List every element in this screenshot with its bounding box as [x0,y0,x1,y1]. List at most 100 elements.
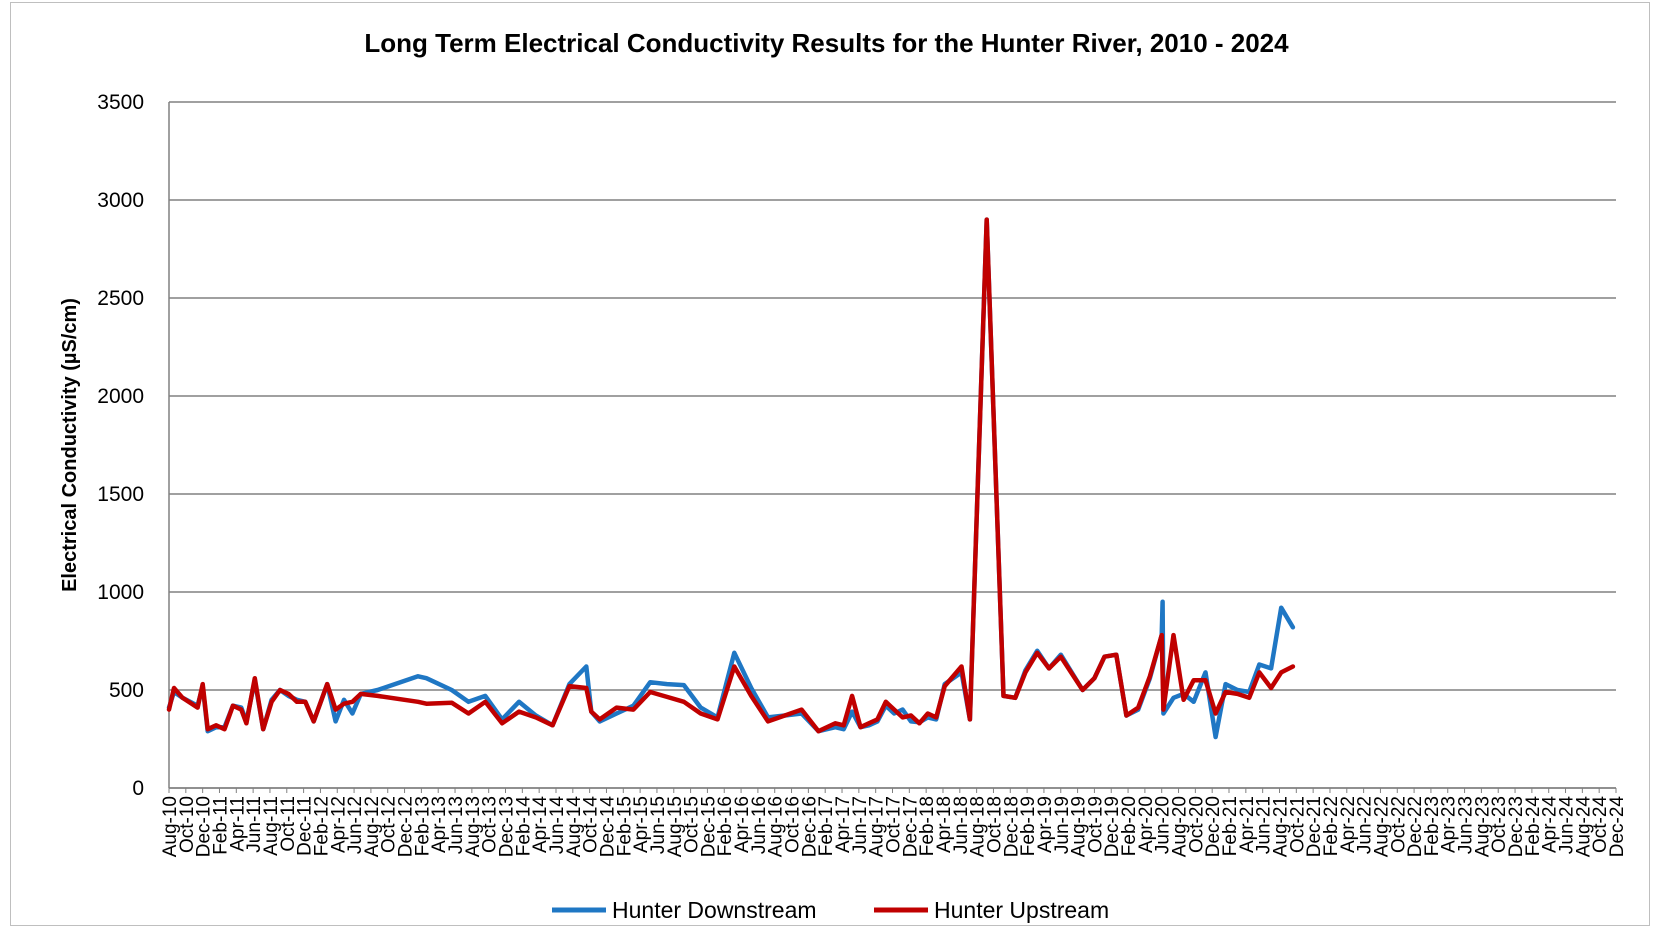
x-tick-label: Feb-18 [917,796,938,856]
x-tick-label: Feb-20 [1119,796,1140,856]
x-tick-label: Jun-14 [547,796,568,855]
x-tick-label: Aug-19 [1069,796,1090,857]
x-tick-label: Oct-23 [1489,796,1510,853]
x-tick-label: Dec-10 [194,796,215,857]
y-tick-label: 2000 [97,385,144,408]
x-tick-label: Dec-11 [295,796,316,856]
x-tick-label: Feb-13 [412,796,433,856]
y-tick-label: 3000 [97,189,144,212]
y-tick-label: 3500 [97,91,144,114]
chart-title: Long Term Electrical Conductivity Result… [364,28,1289,58]
x-tick-label: Oct-11 [278,796,299,852]
y-tick-label: 1500 [97,483,144,506]
x-tick-label: Oct-10 [177,796,198,853]
series-line-hunter-downstream [166,217,1296,740]
x-tick-label: Apr-15 [631,796,652,853]
x-tick-label: Dec-17 [900,796,921,857]
x-tick-label: Feb-17 [816,796,837,856]
x-tick-label: Dec-14 [597,796,618,858]
x-tick-label: Aug-22 [1371,796,1392,857]
x-tick-label: Dec-24 [1607,796,1628,858]
x-tick-label: Feb-23 [1422,796,1443,856]
x-tick-label: Oct-16 [783,796,804,853]
x-tick-label: Jun-20 [1153,796,1174,854]
x-tick-label: Dec-16 [799,796,820,857]
x-tick-label: Apr-14 [530,796,551,853]
x-tick-label: Feb-15 [614,796,635,856]
legend-label: Hunter Upstream [934,897,1109,923]
x-tick-label: Oct-20 [1186,796,1207,853]
x-tick-label: Feb-24 [1523,796,1544,857]
legend: Hunter Downstream Hunter Upstream [552,897,1109,923]
x-tick-label: Aug-15 [665,796,686,857]
x-tick-label: Oct-15 [682,796,703,853]
x-tick-label: Dec-19 [1102,796,1123,857]
x-tick-label: Apr-19 [1035,796,1056,853]
x-tick-label: Aug-23 [1472,796,1493,857]
x-tick-label: Jun-23 [1456,796,1477,854]
x-tick-label: Feb-22 [1321,796,1342,856]
y-tick-labels: 0 500 1000 1500 2000 2500 3000 3500 [97,91,144,800]
x-tick-label: Jun-21 [1254,796,1275,854]
x-tick-label: Dec-15 [698,796,719,857]
x-tick-label: Oct-21 [1287,796,1308,853]
x-tick-label: Oct-22 [1388,796,1409,853]
x-tick-label: Apr-18 [934,796,955,853]
x-tick-label: Jun-13 [446,796,467,854]
x-tick-label: Apr-24 [1540,796,1561,853]
x-tick-label: Jun-19 [1052,796,1073,854]
x-tick-label: Jun-18 [951,796,972,854]
x-tick-label: Aug-17 [867,796,888,857]
x-tick-label: Feb-12 [311,796,332,856]
x-tick-label: Feb-21 [1220,796,1241,856]
x-tick-label: Feb-14 [513,796,534,857]
x-tick-label: Jun-15 [648,796,669,854]
x-tick-label: Dec-20 [1203,796,1224,857]
x-tick-label: Apr-11 [227,796,248,852]
x-tick-label: Oct-24 [1590,796,1611,853]
x-tick-label: Aug-24 [1573,796,1594,858]
x-tick-label: Aug-12 [362,796,383,857]
x-tick-label: Feb-19 [1018,796,1039,856]
y-axis-label: Electrical Conductivity (µS/cm) [59,298,81,592]
x-tick-label: Apr-22 [1338,796,1359,853]
x-tick-label: Jun-17 [850,796,871,854]
x-tick-label: Oct-17 [884,796,905,853]
x-tick-label: Jun-24 [1557,796,1578,855]
x-tick-label: Dec-23 [1506,796,1527,857]
x-tick-label: Aug-10 [160,796,181,857]
gridlines [168,101,1616,789]
y-tick-label: 0 [132,777,144,800]
legend-label: Hunter Downstream [612,897,817,923]
x-tick-label: Aug-14 [564,796,585,858]
chart-frame [10,2,1650,926]
x-tick-label: Oct-19 [1085,796,1106,853]
x-tick-label: Apr-13 [429,796,450,853]
x-tick-label: Aug-16 [766,796,787,857]
x-tick-label: Dec-21 [1304,796,1325,857]
x-tick-label: Oct-13 [480,796,501,853]
x-tick-labels: Aug-10Oct-10Dec-10Feb-11Apr-11Jun-11Aug-… [160,788,1628,857]
y-tick-label: 500 [109,679,144,702]
series-lines [166,217,1296,740]
x-tick-label: Aug-11 [261,796,282,856]
x-tick-label: Aug-20 [1170,796,1191,857]
x-tick-label: Dec-22 [1405,796,1426,857]
x-tick-label: Dec-18 [1001,796,1022,857]
x-tick-label: Aug-18 [968,796,989,857]
x-tick-label: Oct-12 [379,796,400,853]
x-tick-label: Aug-21 [1270,796,1291,857]
x-tick-label: Dec-12 [396,796,417,857]
x-tick-label: Aug-13 [463,796,484,857]
x-tick-label: Apr-16 [732,796,753,853]
x-tick-label: Apr-23 [1439,796,1460,853]
x-tick-label: Jun-16 [749,796,770,854]
x-tick-label: Dec-13 [497,796,518,857]
x-tick-label: Oct-14 [581,796,602,853]
y-tick-label: 1000 [97,581,144,604]
x-tick-label: Oct-18 [984,796,1005,853]
y-tick-label: 2500 [97,287,144,310]
x-tick-label: Apr-12 [328,796,349,853]
x-tick-label: Feb-16 [715,796,736,856]
